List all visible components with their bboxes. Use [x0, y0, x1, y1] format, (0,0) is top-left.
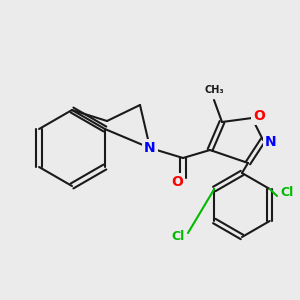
- Text: O: O: [253, 109, 265, 123]
- Text: N: N: [265, 135, 277, 149]
- Text: O: O: [171, 175, 183, 189]
- Text: N: N: [144, 141, 156, 155]
- Text: Cl: Cl: [280, 185, 294, 199]
- Text: Cl: Cl: [171, 230, 184, 244]
- Text: CH₃: CH₃: [204, 85, 224, 95]
